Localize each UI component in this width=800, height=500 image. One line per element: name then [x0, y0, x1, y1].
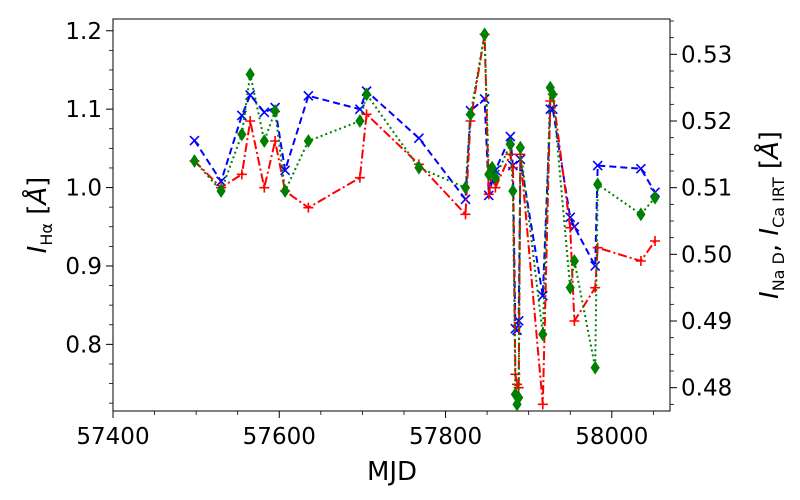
data-point	[590, 282, 601, 293]
data-point	[505, 131, 516, 142]
data-point	[537, 399, 548, 410]
data-point	[479, 93, 490, 105]
data-point	[650, 190, 660, 205]
data-point	[490, 170, 501, 185]
series-2	[189, 27, 660, 412]
data-point	[303, 90, 314, 101]
data-point	[236, 169, 247, 180]
right-y-tick-label: 0.50	[681, 242, 732, 268]
data-point	[354, 172, 365, 183]
data-point	[189, 135, 200, 146]
data-point	[635, 163, 646, 174]
right-y-tick-label: 0.48	[681, 376, 732, 402]
data-point	[548, 87, 558, 102]
data-point	[216, 184, 226, 198]
series-layer	[189, 27, 661, 412]
data-point	[650, 236, 661, 246]
data-point	[487, 160, 497, 175]
data-point	[569, 221, 580, 232]
data-point	[483, 189, 494, 200]
data-point	[505, 137, 515, 152]
data-point	[507, 162, 518, 173]
data-point	[270, 104, 280, 118]
data-point	[569, 316, 580, 326]
right-y-axis-ticks: 0.48 0.49 0.50 0.51 0.52 0.53	[670, 20, 732, 405]
data-point	[280, 184, 290, 198]
series-1	[189, 29, 661, 410]
data-point	[538, 327, 548, 342]
x-axis-ticks: 57400 57600 57800 58000	[76, 411, 654, 450]
left-y-tick-label: 0.8	[65, 332, 102, 358]
left-y-tick-label: 1.2	[65, 19, 102, 45]
data-point	[259, 182, 270, 193]
data-point	[569, 254, 579, 268]
data-point	[361, 87, 372, 102]
data-point	[565, 222, 576, 233]
data-point	[259, 107, 270, 118]
data-point	[514, 390, 524, 405]
x-tick-label: 58000	[575, 424, 648, 450]
data-point	[565, 212, 576, 223]
data-point	[593, 177, 603, 192]
data-point	[361, 109, 372, 120]
x-tick-label: 57800	[409, 424, 482, 450]
plot-area	[112, 18, 671, 412]
right-y-axis-label: INa D, ICa IRT [Å]	[753, 131, 788, 299]
x-axis-label: MJD	[367, 457, 417, 487]
data-point	[515, 140, 525, 155]
series-line	[193, 34, 656, 405]
data-point	[636, 207, 646, 222]
data-point	[355, 114, 365, 128]
data-point	[592, 160, 603, 171]
data-point	[508, 184, 518, 198]
data-point	[245, 67, 255, 82]
series-line	[193, 34, 656, 405]
data-point	[590, 260, 601, 272]
data-point	[480, 27, 490, 42]
right-y-tick-label: 0.52	[681, 109, 732, 135]
data-point	[259, 134, 269, 148]
left-y-tick-label: 1.0	[65, 176, 102, 202]
right-y-tick-label: 0.53	[681, 42, 732, 68]
data-point	[280, 165, 291, 176]
data-point	[245, 116, 256, 126]
data-point	[189, 154, 200, 168]
right-y-tick-label: 0.51	[681, 176, 732, 202]
data-point	[303, 134, 313, 148]
left-y-tick-label: 1.1	[65, 97, 102, 123]
data-point	[237, 127, 247, 142]
left-y-tick-label: 0.9	[65, 254, 102, 280]
x-tick-label: 57600	[243, 424, 316, 450]
data-point	[303, 202, 314, 213]
data-point	[413, 133, 424, 144]
data-point	[565, 280, 575, 295]
right-y-tick-label: 0.49	[681, 309, 732, 335]
data-point	[414, 160, 424, 175]
data-point	[635, 256, 646, 266]
data-point	[245, 89, 256, 101]
data-point	[537, 290, 548, 301]
data-point	[465, 107, 476, 122]
data-point	[460, 180, 471, 195]
series-line	[193, 89, 656, 333]
data-point	[460, 209, 471, 220]
left-y-axis-ticks: 0.8 0.9 1.0 1.1 1.2	[65, 19, 113, 404]
x-tick-label: 57400	[76, 424, 149, 450]
plot-frame	[112, 18, 671, 412]
data-point	[216, 176, 227, 187]
data-point	[590, 360, 600, 375]
left-y-axis-label: IHα [Å]	[21, 177, 56, 254]
